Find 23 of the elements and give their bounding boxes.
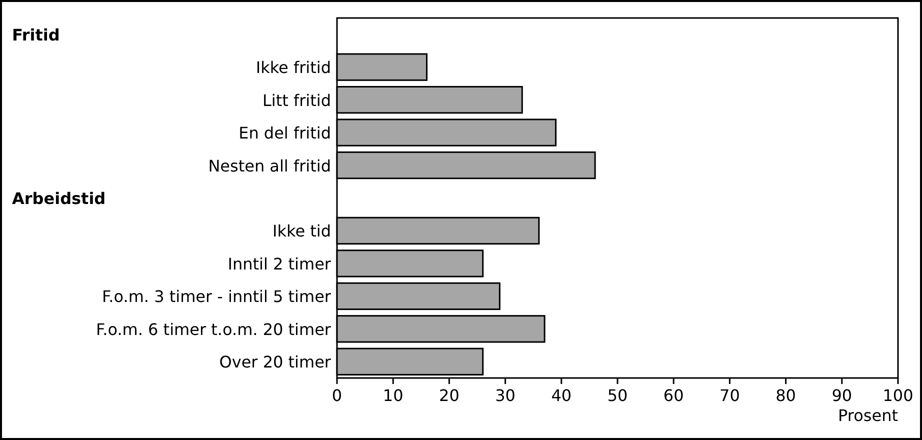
x-axis-title: Prosent [838,406,898,425]
x-tick-label: 30 [495,386,516,405]
x-tick-label: 100 [882,386,914,405]
x-tick-label: 70 [720,386,740,405]
text: Arbeidstid [12,189,106,208]
y-tick-label: Nesten all fritid [208,156,331,176]
y-tick-label: Over 20 timer [219,352,332,372]
y-tick-label: En del fritid [238,124,331,143]
x-tick-label: 80 [776,386,796,405]
x-tick-label: 90 [832,386,852,405]
x-tick-label: 10 [382,386,404,405]
x-tick-label: 0 [332,386,342,405]
text: Fritid [12,25,60,44]
y-tick-label: Inntil 2 timer [228,254,332,274]
y-tick-label: F.o.m. 3 timer - inntil 5 timer [102,287,332,306]
y-tick-label: Litt fritid [262,90,331,110]
y-tick-label: Ikke tid [272,222,331,241]
y-tick-label: Ikke fritid [256,58,331,78]
x-tick-label: 50 [607,386,628,405]
x-tick-label: 60 [663,386,684,405]
x-tick-label: 20 [439,386,460,405]
y-tick-label: F.o.m. 6 timer t.o.m. 20 timer [96,320,332,339]
x-tick-label: 40 [551,386,572,405]
